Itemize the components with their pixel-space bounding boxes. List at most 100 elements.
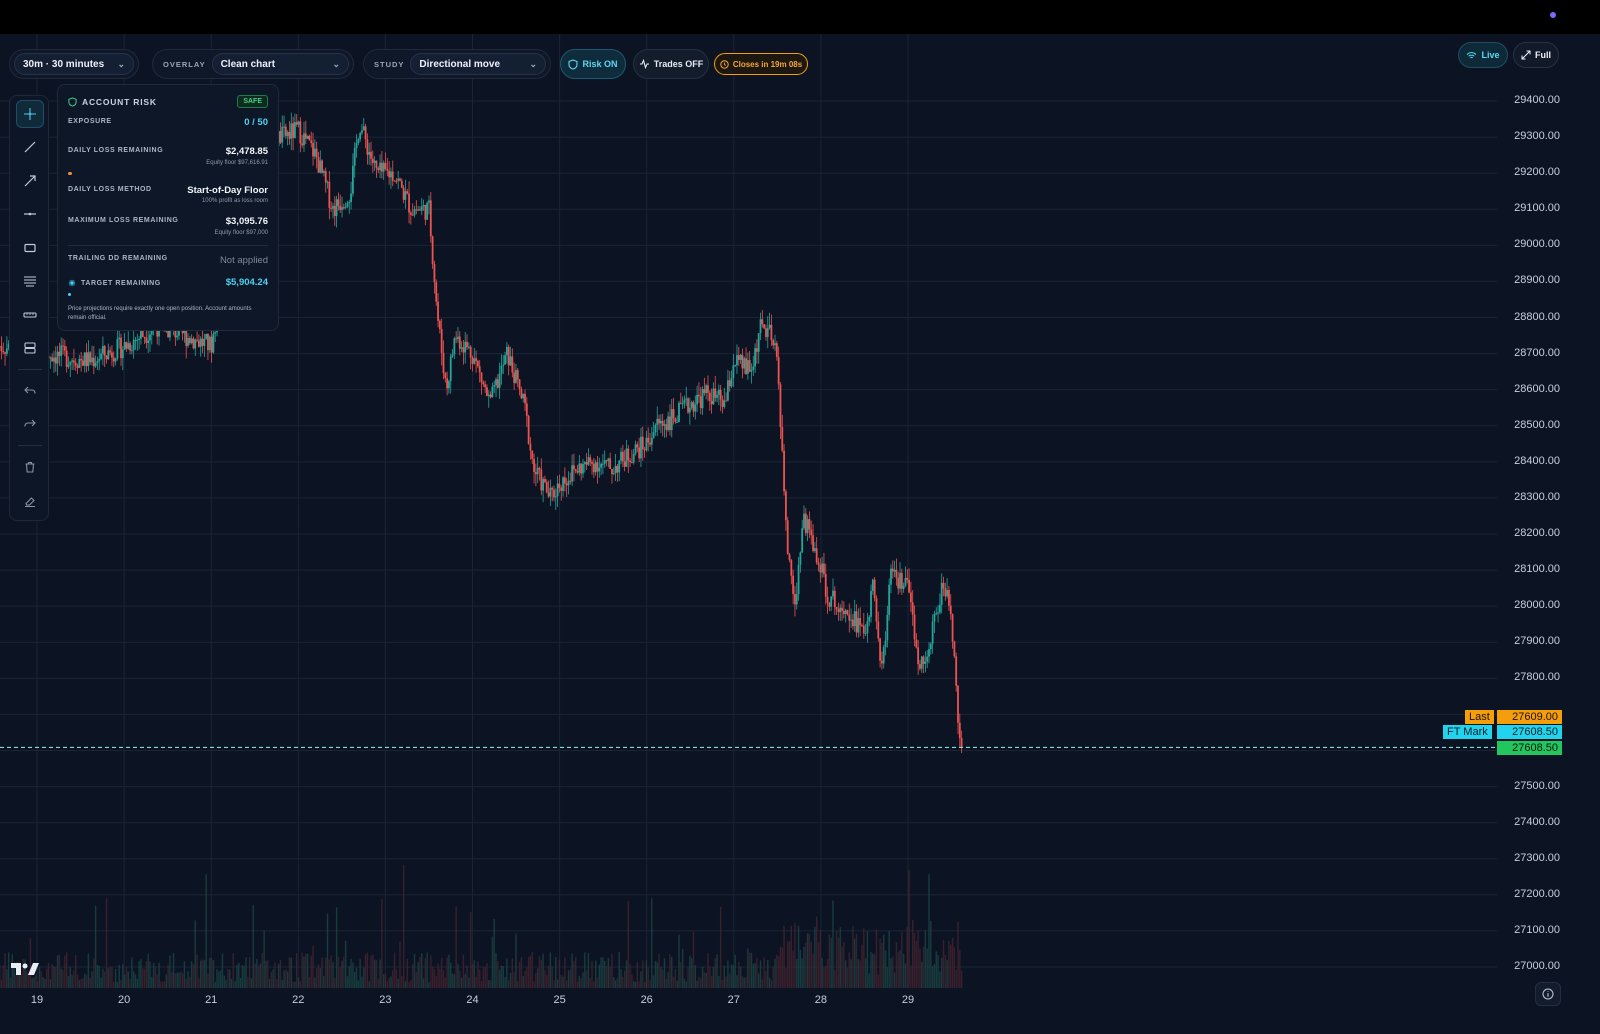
volume-bar [87, 953, 90, 988]
tradingview-logo[interactable] [11, 962, 39, 981]
y-tick-label: 29100.00 [1514, 202, 1560, 215]
candle-body [281, 126, 284, 143]
volume-bar [685, 981, 687, 988]
candle-body [317, 157, 320, 173]
candle-body [192, 338, 195, 349]
volume-bar [792, 950, 794, 988]
candle-body [404, 191, 407, 200]
candle-body [437, 301, 439, 321]
candle-body [76, 365, 79, 368]
candle-body [612, 473, 615, 475]
volume-bar [522, 975, 524, 988]
candle-body [799, 552, 802, 565]
volume-bar [767, 959, 769, 988]
volume-bar [196, 954, 198, 988]
volume-bar [585, 970, 588, 988]
study-select[interactable]: Directional move ⌄ [410, 53, 546, 75]
volume-bar [785, 968, 787, 988]
volume-bar [564, 957, 566, 988]
timeframe-select[interactable]: 30m · 30 minutes ⌄ [14, 53, 134, 75]
volume-bar [411, 964, 414, 988]
shield-icon [68, 97, 77, 107]
candle-body [121, 349, 124, 359]
volume-bar [517, 980, 519, 988]
volume-bar [872, 953, 874, 988]
volume-bar [395, 969, 398, 988]
volume-bar [542, 953, 544, 988]
volume-bar [810, 941, 812, 988]
ray-tool[interactable] [16, 167, 44, 195]
volume-bar [433, 969, 436, 988]
volume-bar [877, 974, 879, 988]
undo-button[interactable] [16, 377, 44, 405]
study-pill[interactable]: STUDY Directional move ⌄ [363, 49, 551, 79]
volume-bar [393, 952, 396, 988]
candle-body [400, 180, 403, 188]
trendline-tool[interactable] [16, 133, 44, 161]
volume-bar [509, 972, 512, 988]
candle-body [688, 407, 691, 413]
volume-bar [308, 976, 311, 988]
candle-body [310, 140, 313, 144]
volume-bar [285, 969, 287, 988]
volume-bar [386, 981, 389, 988]
layout-tool[interactable] [16, 334, 44, 362]
candle-body [196, 339, 198, 341]
current-price-value: 27608.50 [1497, 741, 1562, 755]
y-tick-label: 29000.00 [1514, 238, 1560, 251]
candle-body [486, 387, 488, 397]
volume-bar [524, 971, 526, 988]
volume-bar [928, 874, 930, 988]
overlay-select[interactable]: Clean chart ⌄ [211, 53, 349, 75]
candle-body [187, 338, 189, 346]
candle-body [51, 357, 54, 362]
risk-on-button[interactable]: Risk ON [560, 49, 626, 79]
live-button[interactable]: Live [1458, 42, 1508, 68]
volume-bar [382, 974, 385, 988]
chevron-down-icon: ⌄ [332, 58, 340, 69]
volume-bar [902, 953, 905, 988]
volume-bar [616, 978, 619, 988]
volume-bar [873, 954, 876, 988]
fullscreen-button[interactable]: Full [1513, 42, 1559, 68]
volume-bar [113, 981, 115, 988]
eraser-button[interactable] [16, 487, 44, 515]
trades-off-button[interactable]: Trades OFF [633, 49, 709, 79]
volume-bar [11, 954, 13, 988]
volume-bar [469, 911, 472, 988]
volume-bar [768, 977, 771, 988]
full-label: Full [1535, 50, 1551, 60]
volume-bar [529, 955, 532, 988]
volume-bar [596, 977, 599, 988]
candle-body [395, 180, 398, 182]
rectangle-tool[interactable] [16, 234, 44, 262]
volume-bar [421, 953, 423, 988]
closes-timer-button[interactable]: Closes in 19m 08s [714, 53, 808, 75]
volume-bar [165, 974, 167, 988]
volume-bar [495, 952, 497, 988]
candle-body [359, 133, 362, 140]
chart-info-button[interactable] [1535, 982, 1561, 1006]
delete-button[interactable] [16, 453, 44, 481]
candle-body [107, 350, 110, 360]
volume-bar [837, 937, 840, 988]
candle-body [440, 329, 443, 353]
candle-body [730, 377, 733, 387]
candle-body [190, 338, 193, 344]
horizontal-line-tool[interactable] [16, 200, 44, 228]
volume-bar [562, 976, 564, 988]
account-risk-panel: ACCOUNT RISK SAFE EXPOSURE 0 / 50 DAILY … [57, 84, 279, 331]
volume-bar [136, 978, 139, 988]
crosshair-tool[interactable] [16, 100, 44, 128]
fib-tool[interactable] [16, 267, 44, 295]
volume-bar [814, 926, 816, 988]
volume-bar [950, 944, 952, 988]
measure-tool[interactable] [16, 301, 44, 329]
volume-bar [855, 934, 858, 988]
overlay-pill[interactable]: OVERLAY Clean chart ⌄ [152, 49, 354, 79]
candle-body [210, 336, 213, 353]
redo-button[interactable] [16, 410, 44, 438]
timeframe-pill[interactable]: 30m · 30 minutes ⌄ [9, 49, 139, 79]
volume-bar [440, 957, 443, 988]
volume-bar [848, 952, 850, 988]
